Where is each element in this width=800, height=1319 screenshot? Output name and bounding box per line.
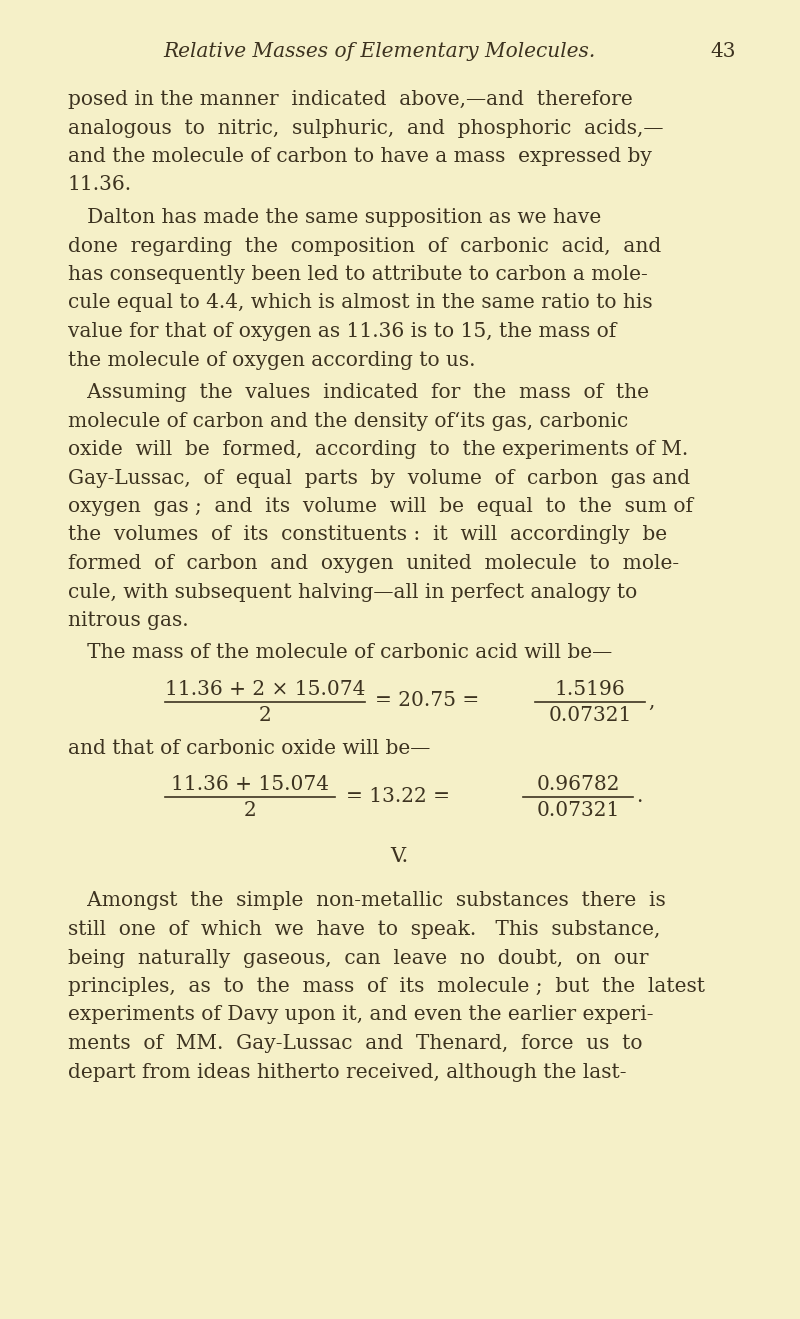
Text: Relative Masses of Elementary Molecules.: Relative Masses of Elementary Molecules.	[163, 42, 595, 61]
Text: 0.07321: 0.07321	[548, 706, 632, 725]
Text: ,: ,	[648, 691, 654, 711]
Text: molecule of carbon and the density ofʻits gas, carbonic: molecule of carbon and the density ofʻit…	[68, 412, 628, 430]
Text: 2: 2	[244, 801, 256, 820]
Text: has consequently been led to attribute to carbon a mole-: has consequently been led to attribute t…	[68, 265, 648, 284]
Text: 0.07321: 0.07321	[536, 801, 620, 820]
Text: The mass of the molecule of carbonic acid will be—: The mass of the molecule of carbonic aci…	[68, 644, 612, 662]
Text: and the molecule of carbon to have a mass  expressed by: and the molecule of carbon to have a mas…	[68, 146, 652, 166]
Text: the  volumes  of  its  constituents :  it  will  accordingly  be: the volumes of its constituents : it wil…	[68, 525, 667, 545]
Text: value for that of oxygen as 11.36 is to 15, the mass of: value for that of oxygen as 11.36 is to …	[68, 322, 616, 342]
Text: 11.36.: 11.36.	[68, 175, 132, 194]
Text: and that of carbonic oxide will be—: and that of carbonic oxide will be—	[68, 739, 430, 757]
Text: analogous  to  nitric,  sulphuric,  and  phosphoric  acids,—: analogous to nitric, sulphuric, and phos…	[68, 119, 663, 137]
Text: Assuming  the  values  indicated  for  the  mass  of  the: Assuming the values indicated for the ma…	[68, 383, 649, 402]
Text: = 13.22 =: = 13.22 =	[346, 786, 450, 806]
Text: the molecule of oxygen according to us.: the molecule of oxygen according to us.	[68, 351, 475, 369]
Text: 43: 43	[710, 42, 735, 61]
Text: oxygen  gas ;  and  its  volume  will  be  equal  to  the  sum of: oxygen gas ; and its volume will be equa…	[68, 497, 693, 516]
Text: Gay-Lussac,  of  equal  parts  by  volume  of  carbon  gas and: Gay-Lussac, of equal parts by volume of …	[68, 468, 690, 488]
Text: posed in the manner  indicated  above,—and  therefore: posed in the manner indicated above,—and…	[68, 90, 633, 109]
Text: = 20.75 =: = 20.75 =	[375, 691, 479, 711]
Text: 11.36 + 15.074: 11.36 + 15.074	[171, 776, 329, 794]
Text: cule equal to 4.4, which is almost in the same ratio to his: cule equal to 4.4, which is almost in th…	[68, 294, 653, 313]
Text: being  naturally  gaseous,  can  leave  no  doubt,  on  our: being naturally gaseous, can leave no do…	[68, 948, 649, 968]
Text: done  regarding  the  composition  of  carbonic  acid,  and: done regarding the composition of carbon…	[68, 236, 662, 256]
Text: V.: V.	[390, 848, 408, 867]
Text: nitrous gas.: nitrous gas.	[68, 611, 189, 630]
Text: depart from ideas hitherto received, although the last-: depart from ideas hitherto received, alt…	[68, 1063, 626, 1082]
Text: ments  of  MM.  Gay-Lussac  and  Thenard,  force  us  to: ments of MM. Gay-Lussac and Thenard, for…	[68, 1034, 642, 1053]
Text: 2: 2	[258, 706, 271, 725]
Text: 11.36 + 2 × 15.074: 11.36 + 2 × 15.074	[165, 681, 365, 699]
Text: 0.96782: 0.96782	[536, 776, 620, 794]
Text: formed  of  carbon  and  oxygen  united  molecule  to  mole-: formed of carbon and oxygen united molec…	[68, 554, 679, 572]
Text: experiments of Davy upon it, and even the earlier experi-: experiments of Davy upon it, and even th…	[68, 1005, 654, 1025]
Text: still  one  of  which  we  have  to  speak.   This  substance,: still one of which we have to speak. Thi…	[68, 919, 660, 939]
Text: Dalton has made the same supposition as we have: Dalton has made the same supposition as …	[68, 208, 602, 227]
Text: .: .	[636, 786, 642, 806]
Text: principles,  as  to  the  mass  of  its  molecule ;  but  the  latest: principles, as to the mass of its molecu…	[68, 977, 705, 996]
Text: cule, with subsequent halving—all in perfect analogy to: cule, with subsequent halving—all in per…	[68, 583, 638, 601]
Text: Amongst  the  simple  non-metallic  substances  there  is: Amongst the simple non-metallic substanc…	[68, 892, 666, 910]
Text: 1.5196: 1.5196	[554, 681, 626, 699]
Text: oxide  will  be  formed,  according  to  the experiments of M.: oxide will be formed, according to the e…	[68, 441, 688, 459]
